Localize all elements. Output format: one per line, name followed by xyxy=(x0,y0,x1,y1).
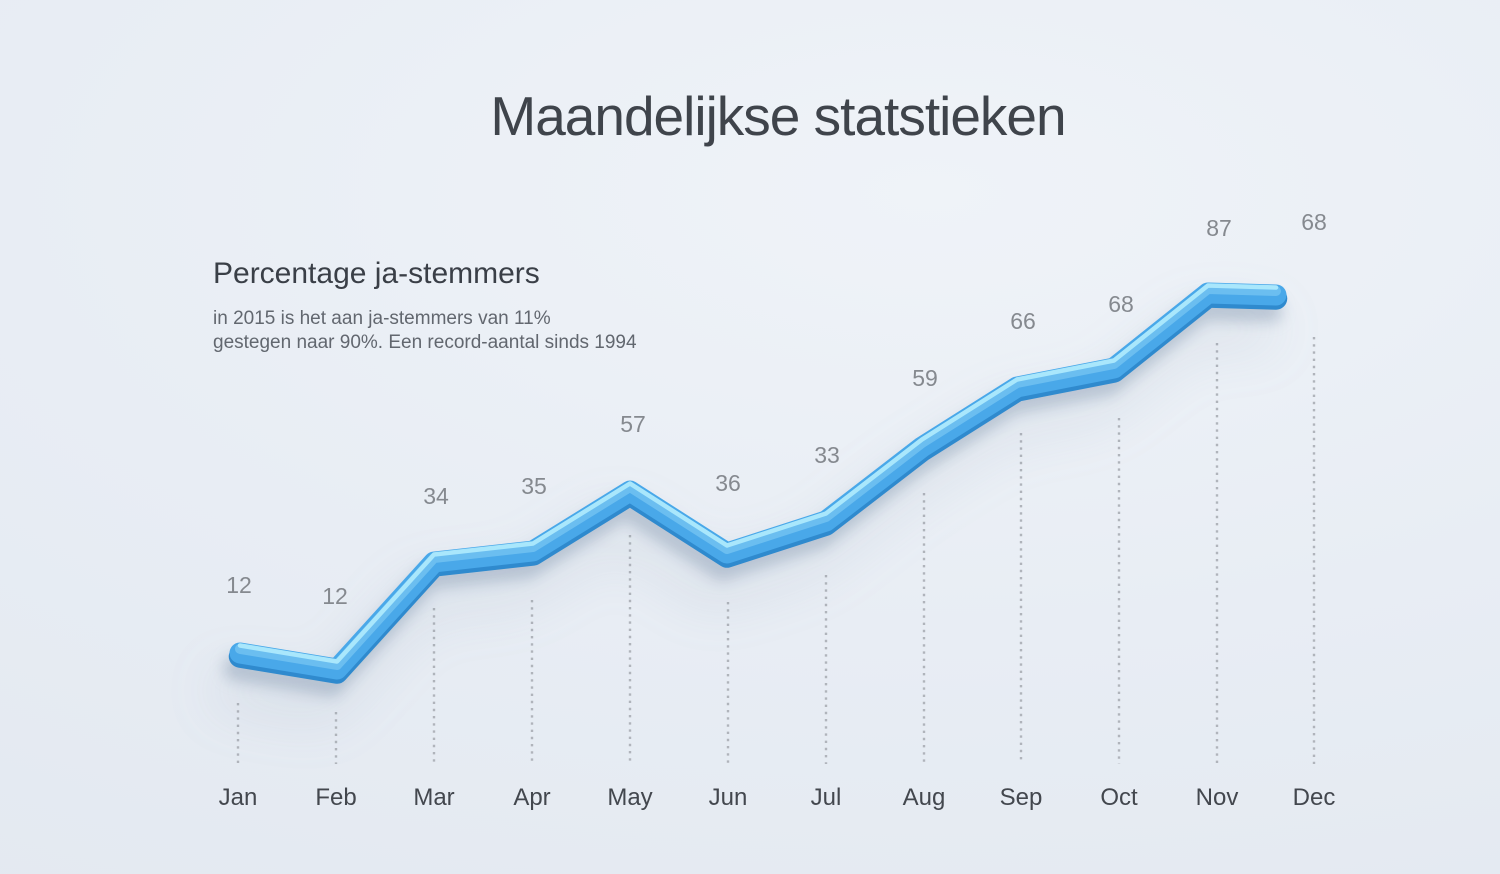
value-label-dec: 68 xyxy=(1301,209,1327,235)
value-label-may: 57 xyxy=(620,411,646,437)
value-label-jul: 33 xyxy=(814,442,840,468)
value-label-feb: 12 xyxy=(322,583,348,609)
value-label-apr: 35 xyxy=(521,473,547,499)
month-label-jul: Jul xyxy=(810,784,842,811)
value-label-jan: 12 xyxy=(226,572,252,598)
series-line-tube-top xyxy=(235,284,1281,670)
value-label-oct: 68 xyxy=(1108,291,1134,317)
droplines xyxy=(236,337,1316,764)
month-label-may: May xyxy=(607,784,653,811)
series-line-tube-highlight xyxy=(237,283,1279,664)
value-label-jun: 36 xyxy=(715,470,741,496)
value-label-aug: 59 xyxy=(912,365,938,391)
month-label-dec: Dec xyxy=(1292,784,1336,811)
chart-intro: Percentage ja-stemmers in 2015 is het aa… xyxy=(213,258,693,355)
month-label-nov: Nov xyxy=(1195,784,1239,811)
month-label-mar: Mar xyxy=(413,784,455,811)
chart-description-line1: in 2015 is het aan ja-stemmers van 11% xyxy=(213,308,551,329)
chart-description: in 2015 is het aan ja-stemmers van 11% ge… xyxy=(213,307,693,355)
line-tube xyxy=(228,282,1288,684)
month-label-feb: Feb xyxy=(315,784,357,811)
month-label-jan: Jan xyxy=(218,784,258,811)
value-label-sep: 66 xyxy=(1010,308,1036,334)
value-label-nov: 87 xyxy=(1206,215,1232,241)
month-label-oct: Oct xyxy=(1100,784,1138,811)
chart-description-line2: gestegen naar 90%. Een record-aantal sin… xyxy=(213,332,637,353)
month-label-aug: Aug xyxy=(902,784,946,811)
chart-heading: Percentage ja-stemmers xyxy=(213,257,540,290)
month-label-apr: Apr xyxy=(513,784,551,811)
month-label-jun: Jun xyxy=(708,784,748,811)
page-title: Maandelijkse statstieken xyxy=(490,85,1066,147)
month-label-sep: Sep xyxy=(999,784,1043,811)
value-label-mar: 34 xyxy=(423,483,449,509)
